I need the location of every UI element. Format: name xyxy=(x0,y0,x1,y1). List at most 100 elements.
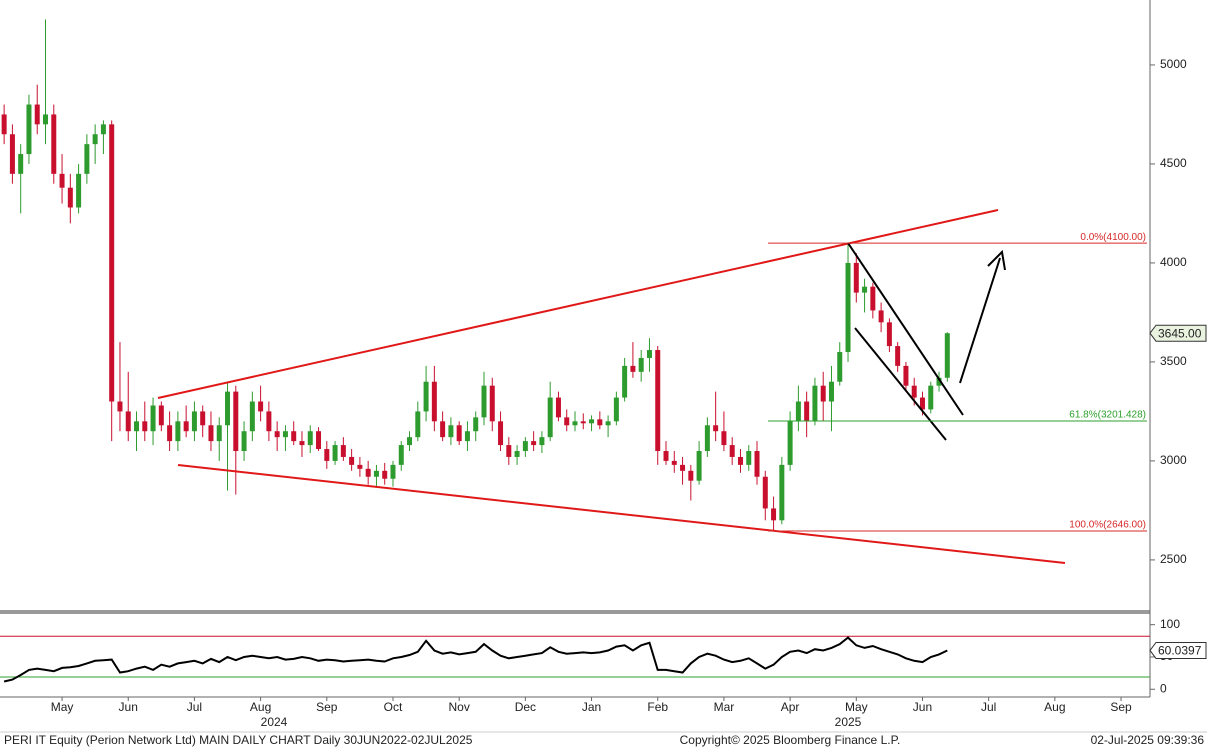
candle-body xyxy=(291,431,297,442)
y-tick-label: 2500 xyxy=(1160,552,1187,566)
candle-body xyxy=(547,397,553,438)
candle-body xyxy=(903,365,909,386)
candle-body xyxy=(208,425,214,442)
x-tick-label: Jan xyxy=(582,700,601,714)
x-tick-label: Feb xyxy=(647,700,668,714)
candle-body xyxy=(729,445,735,457)
arrow xyxy=(959,257,1001,384)
candle-body xyxy=(26,104,32,155)
candle-body xyxy=(787,421,793,465)
footer-left: PERI IT Equity (Perion Network Ltd) MAIN… xyxy=(4,733,473,747)
candle-body xyxy=(696,451,702,481)
candle-body xyxy=(183,421,189,432)
candle-body xyxy=(721,431,727,446)
candle-body xyxy=(167,425,173,442)
candle-body xyxy=(382,470,388,479)
candle-body xyxy=(853,262,859,293)
candle-body xyxy=(440,421,446,438)
x-tick-label: Dec xyxy=(515,700,536,714)
candle-body xyxy=(473,417,479,432)
candle-body xyxy=(539,437,545,446)
candle-body xyxy=(862,286,868,293)
last-price-box xyxy=(1149,324,1207,342)
x-tick-label: May xyxy=(51,700,74,714)
x-tick-label: May xyxy=(845,700,868,714)
arrow-head xyxy=(987,249,1006,271)
candle-body xyxy=(357,464,363,469)
candle-body xyxy=(407,437,413,446)
candle-body xyxy=(531,441,537,446)
x-tick-label: Jul xyxy=(187,700,202,714)
candle-body xyxy=(150,405,156,432)
candle-body xyxy=(324,449,330,461)
candle-body xyxy=(613,397,619,422)
candle-body xyxy=(67,187,73,208)
x-tick-label: Aug xyxy=(250,700,271,714)
candle-body xyxy=(828,381,834,402)
candle-body xyxy=(274,431,280,438)
candle-body xyxy=(200,411,206,426)
level-label: 0.0%(4100.00) xyxy=(1080,232,1146,243)
candle-body xyxy=(936,377,942,386)
channel-line xyxy=(847,242,964,416)
candle-body xyxy=(390,464,396,479)
candle-body xyxy=(804,401,810,422)
y-tick-label: 4000 xyxy=(1160,255,1187,269)
candle-body xyxy=(340,445,346,457)
candle-body xyxy=(638,357,644,372)
trend-lines xyxy=(157,209,1066,564)
rsi-last-label: 60.0397 xyxy=(1158,644,1202,658)
footer-right: 02-Jul-2025 09:39:36 xyxy=(1091,733,1205,747)
y-tick-label: 5000 xyxy=(1160,57,1187,71)
candle-body xyxy=(886,322,892,347)
candle-body xyxy=(415,411,421,438)
x-tick-label: Sep xyxy=(316,700,338,714)
candle-body xyxy=(795,401,801,422)
candle-body xyxy=(142,421,148,432)
candle-body xyxy=(191,411,197,432)
candle-body xyxy=(919,397,925,410)
panel-separator xyxy=(0,610,1150,614)
candle-body xyxy=(944,333,950,378)
candle-body xyxy=(911,385,917,398)
candle-body xyxy=(762,476,768,509)
candle-body xyxy=(282,431,288,438)
last-price-label: 3645.00 xyxy=(1158,326,1202,340)
candle-body xyxy=(506,445,512,457)
candle-body xyxy=(125,411,131,432)
x-tick-label: Apr xyxy=(781,700,800,714)
candle-body xyxy=(555,397,561,418)
x-tick-label: Jun xyxy=(119,700,138,714)
candle-body xyxy=(820,385,826,402)
candle-body xyxy=(266,411,272,432)
candle-body xyxy=(100,124,106,135)
candle-body xyxy=(249,401,255,432)
candle-body xyxy=(580,421,586,424)
candle-body xyxy=(134,421,140,432)
candle-body xyxy=(771,508,777,521)
candle-body xyxy=(18,154,24,174)
candle-body xyxy=(9,134,15,174)
candle-body xyxy=(365,468,371,477)
rsi-line xyxy=(3,636,948,683)
candle-body xyxy=(59,173,65,188)
candle-body xyxy=(704,425,710,452)
x-tick-label: Aug xyxy=(1044,700,1065,714)
year-label: 2025 xyxy=(835,715,862,729)
candle-body xyxy=(655,350,661,452)
footer-center: Copyright© 2025 Bloomberg Finance L.P. xyxy=(680,733,901,747)
candle-body xyxy=(423,381,429,412)
x-tick-label: Jul xyxy=(981,700,996,714)
y-tick-label: 3000 xyxy=(1160,453,1187,467)
candle-body xyxy=(34,104,40,125)
rsi-y-tick-label: 0 xyxy=(1160,681,1167,695)
candle-body xyxy=(514,451,520,457)
x-tick-label: Sep xyxy=(1110,700,1132,714)
candle-body xyxy=(43,114,49,125)
candle-body xyxy=(845,262,851,353)
candle-body xyxy=(663,451,669,461)
candle-body xyxy=(564,417,570,426)
candle-body xyxy=(1,114,7,135)
